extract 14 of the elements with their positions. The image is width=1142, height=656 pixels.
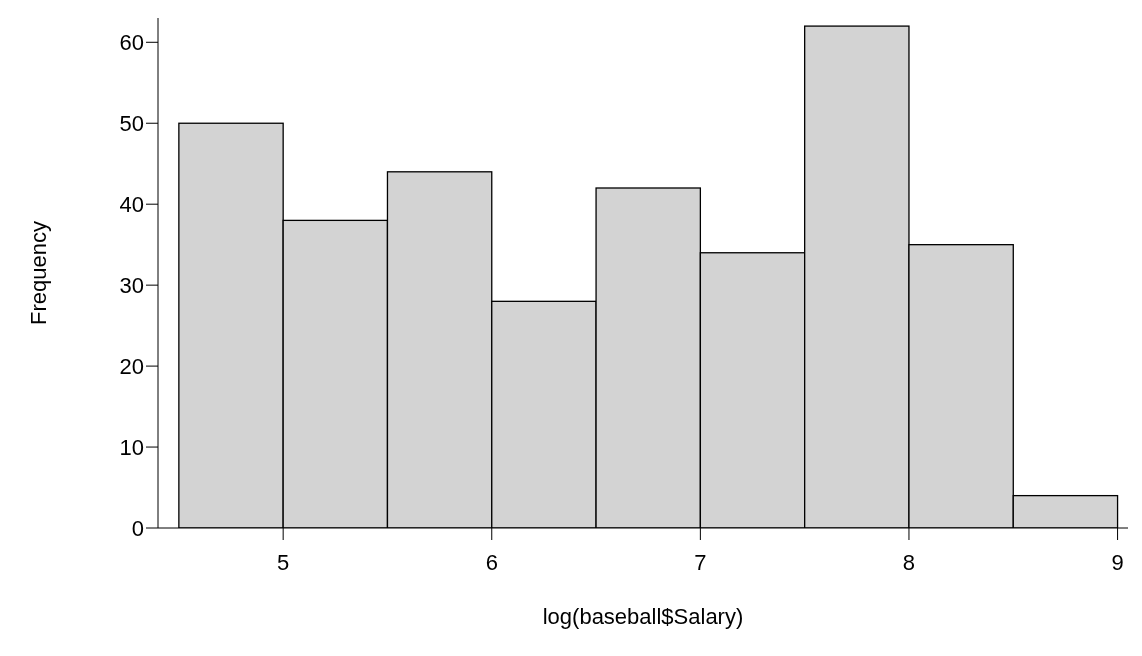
y-tick-label: 60 — [119, 30, 144, 56]
x-tick-label: 5 — [277, 549, 290, 575]
x-tick-label: 6 — [485, 549, 498, 575]
y-tick-label: 10 — [119, 434, 144, 460]
y-tick-label: 20 — [119, 353, 144, 379]
y-tick-label: 50 — [119, 111, 144, 137]
x-axis-title: log(baseball$Salary) — [542, 604, 744, 629]
x-tick-label: 9 — [1111, 549, 1124, 575]
x-tick-label: 7 — [694, 549, 707, 575]
y-axis-title: Frequency — [25, 221, 51, 325]
y-tick-label: 0 — [131, 515, 144, 541]
y-tick-label: 40 — [119, 192, 144, 217]
y-tick-label: 30 — [119, 272, 144, 298]
x-tick-label: 8 — [902, 549, 916, 575]
